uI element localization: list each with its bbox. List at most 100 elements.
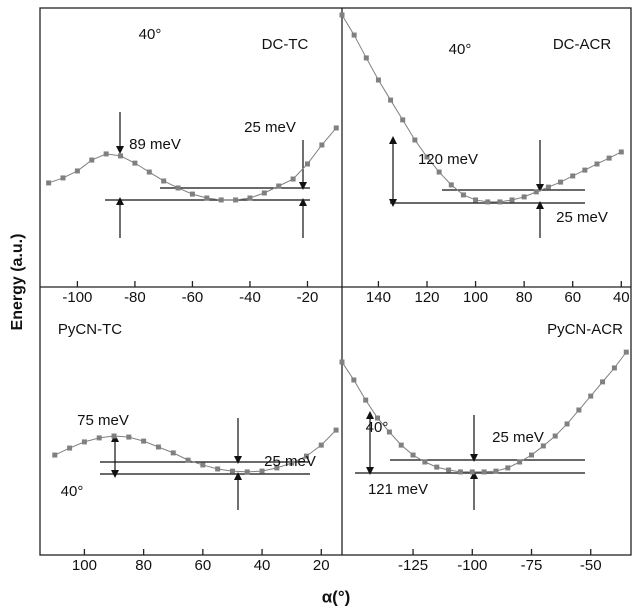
point: [118, 153, 123, 158]
point: [582, 168, 587, 173]
point: [576, 408, 581, 413]
point: [352, 33, 357, 38]
x-tick-label: -60: [182, 289, 204, 306]
point: [461, 192, 466, 197]
point: [505, 465, 510, 470]
panel-title: DC-ACR: [553, 36, 611, 53]
x-tick-label: -40: [239, 289, 261, 306]
point: [493, 469, 498, 474]
point: [245, 469, 250, 474]
x-tick-label: -80: [124, 289, 146, 306]
point: [61, 175, 66, 180]
point: [262, 190, 267, 195]
x-tick-label: 80: [135, 557, 152, 574]
point: [588, 394, 593, 399]
point: [67, 446, 72, 451]
point: [529, 453, 534, 458]
annotation: 121 meV: [368, 481, 428, 498]
point: [449, 182, 454, 187]
point: [334, 125, 339, 130]
point: [595, 161, 600, 166]
x-tick-label: -125: [398, 557, 428, 574]
point: [485, 199, 490, 204]
point: [388, 98, 393, 103]
x-tick-label: 20: [313, 557, 330, 574]
x-tick-label: 100: [463, 289, 488, 306]
point: [612, 365, 617, 370]
point: [570, 173, 575, 178]
point: [233, 197, 238, 202]
annotation: 40°: [139, 26, 162, 43]
point: [334, 428, 339, 433]
y-axis-label: Energy (a.u.): [9, 234, 26, 331]
point: [97, 435, 102, 440]
x-tick-label: -100: [62, 289, 92, 306]
point: [363, 398, 368, 403]
point: [446, 468, 451, 473]
point: [190, 192, 195, 197]
x-axis-label: α(°): [322, 587, 351, 606]
point: [46, 180, 51, 185]
point: [141, 439, 146, 444]
point: [247, 195, 252, 200]
point: [510, 197, 515, 202]
x-tick-label: -50: [580, 557, 602, 574]
x-tick-label: 40: [613, 289, 630, 306]
annotation: 40°: [366, 419, 389, 436]
point: [434, 465, 439, 470]
point: [176, 185, 181, 190]
annotation: 120 meV: [418, 151, 478, 168]
point: [624, 350, 629, 355]
point: [400, 117, 405, 122]
point: [126, 435, 131, 440]
point: [75, 168, 80, 173]
point: [553, 434, 558, 439]
x-tick-label: 80: [516, 289, 533, 306]
annotation: 25 meV: [264, 453, 316, 470]
x-tick-label: 60: [194, 557, 211, 574]
point: [171, 450, 176, 455]
point: [276, 184, 281, 189]
point: [319, 142, 324, 147]
point: [89, 158, 94, 163]
point: [230, 469, 235, 474]
x-tick-label: -75: [521, 557, 543, 574]
point: [437, 170, 442, 175]
panel-title: PyCN-TC: [58, 321, 122, 338]
point: [470, 469, 475, 474]
point: [161, 178, 166, 183]
point: [147, 170, 152, 175]
curve: [342, 352, 626, 472]
annotation: 89 meV: [129, 136, 181, 153]
point: [156, 444, 161, 449]
point: [112, 434, 117, 439]
point: [412, 137, 417, 142]
point: [399, 443, 404, 448]
x-tick-label: 60: [564, 289, 581, 306]
point: [376, 77, 381, 82]
point: [534, 189, 539, 194]
point: [200, 462, 205, 467]
point: [364, 55, 369, 60]
point: [482, 469, 487, 474]
point: [52, 453, 57, 458]
point: [351, 377, 356, 382]
point: [600, 379, 605, 384]
x-tick-label: -20: [297, 289, 319, 306]
point: [522, 194, 527, 199]
point: [546, 185, 551, 190]
point: [204, 195, 209, 200]
figure: α(°) Energy (a.u.) -100 -80 -60 -40 -20 DC-TC…: [0, 0, 632, 610]
annotation: 25 meV: [556, 209, 608, 226]
point: [305, 161, 310, 166]
point: [558, 180, 563, 185]
point: [319, 443, 324, 448]
annotation: 40°: [449, 41, 472, 58]
point: [565, 421, 570, 426]
x-tick-label: 100: [72, 557, 97, 574]
x-tick-label: 40: [254, 557, 271, 574]
point: [82, 439, 87, 444]
point: [186, 458, 191, 463]
panel-title: DC-TC: [262, 36, 309, 53]
point: [422, 460, 427, 465]
